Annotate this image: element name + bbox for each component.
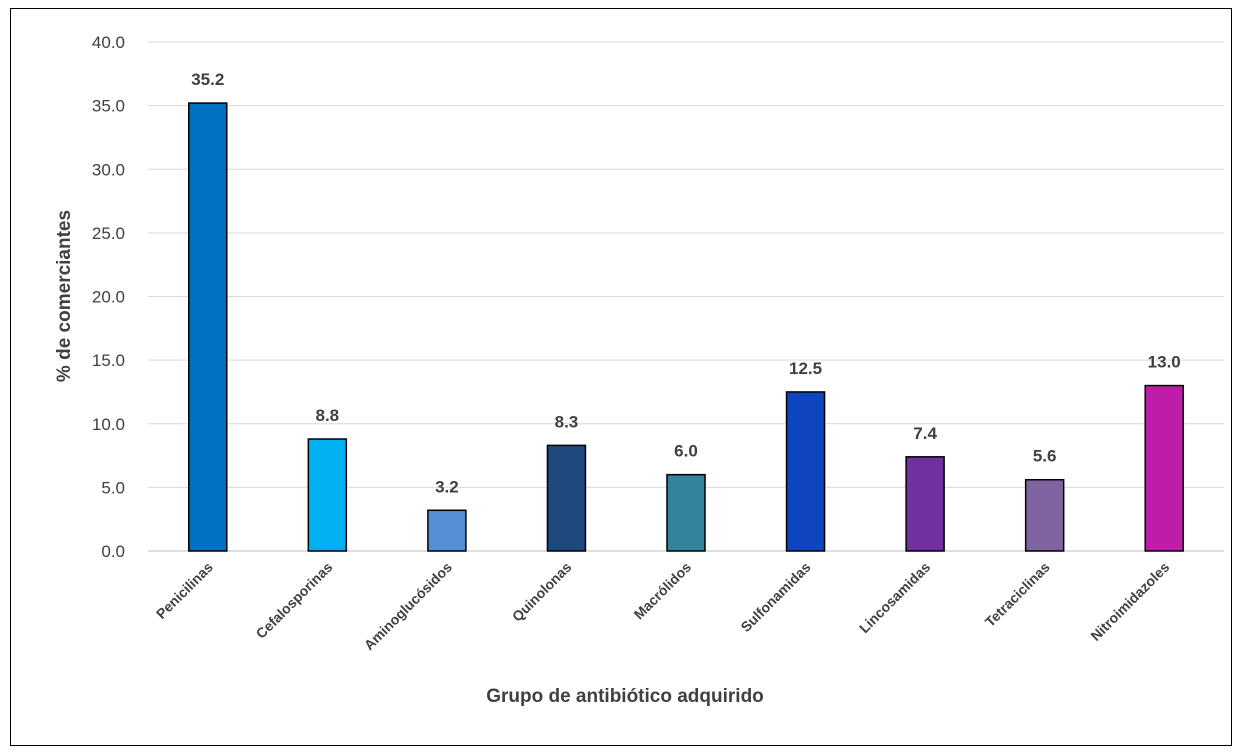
data-labels: 35.2 8.8 3.2 8.3 6.0 12.5 7.4 5.6 13.0: [191, 70, 1181, 496]
data-label: 35.2: [191, 70, 224, 89]
y-tick-label: 15.0: [92, 351, 125, 370]
data-label: 7.4: [913, 424, 937, 443]
bars: [188, 102, 1184, 552]
y-tick-label: 40.0: [92, 33, 125, 52]
data-label: 12.5: [789, 359, 822, 378]
y-tick-label: 10.0: [92, 415, 125, 434]
bar-tetraciclinas: [1024, 478, 1065, 552]
y-tick-label: 25.0: [92, 224, 125, 243]
data-label: 8.3: [555, 412, 579, 431]
category-label: Tetraciclinas: [982, 559, 1053, 630]
category-label: Sulfonamidas: [737, 559, 813, 635]
category-label: Penicilinas: [153, 559, 216, 622]
y-tick-label: 20.0: [92, 288, 125, 307]
category-label: Cefalosporinas: [253, 559, 336, 642]
y-axis-ticks: 0.0 5.0 10.0 15.0 20.0 25.0 30.0 35.0 40.0: [92, 33, 125, 561]
data-label: 6.0: [674, 442, 698, 461]
data-label: 8.8: [316, 406, 340, 425]
data-label: 13.0: [1148, 353, 1181, 372]
bar-macrólidos: [666, 473, 706, 552]
category-label: Lincosamidas: [856, 559, 933, 636]
data-label: 3.2: [435, 477, 459, 496]
y-tick-label: 5.0: [101, 478, 125, 497]
bar-cefalosporinas: [307, 438, 348, 552]
data-label: 5.6: [1033, 447, 1057, 466]
bar-quinolonas: [546, 444, 587, 552]
x-axis-categories: Penicilinas Cefalosporinas Aminoglucósidos…: [153, 559, 1173, 654]
y-tick-label: 35.0: [92, 97, 125, 116]
bar-aminoglucósidos: [427, 509, 467, 552]
category-label: Macrólidos: [631, 559, 695, 623]
x-axis-title: Grupo de antibiótico adquirido: [486, 686, 764, 707]
bar-penicilinas: [188, 102, 228, 552]
category-label: Aminoglucósidos: [361, 559, 456, 654]
y-tick-label: 0.0: [101, 542, 125, 561]
bar-lincosamidas: [905, 456, 945, 552]
bar-sulfonamidas: [785, 391, 826, 552]
y-tick-label: 30.0: [92, 160, 125, 179]
category-label: Nitroimidazoles: [1087, 559, 1172, 644]
category-label: Quinolonas: [509, 559, 575, 625]
bar-nitroimidazoles: [1144, 384, 1184, 552]
y-axis-title: % de comerciantes: [54, 210, 75, 382]
